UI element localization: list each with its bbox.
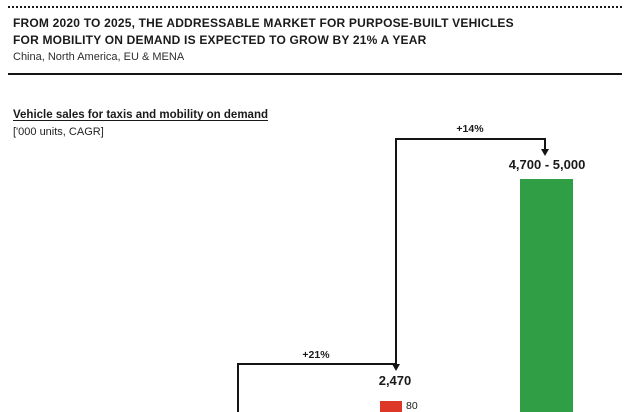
dotted-divider [8,6,622,8]
connector-line-14-horizontal [395,138,546,140]
connector-line-14-arrow-stem [544,138,546,150]
connector-line-21-horizontal [237,363,397,365]
chart-unit-label: ['000 units, CAGR] [13,126,104,138]
bar-green-forecast [520,179,573,412]
bar-value-4700-5000: 4,700 - 5,000 [508,157,586,172]
growth-label-21pct: +21% [302,349,330,361]
connector-line-14-left-leg [395,138,397,364]
slide-title-line1: FROM 2020 TO 2025, THE ADDRESSABLE MARKE… [13,16,514,30]
arrow-down-icon [392,364,400,371]
slide-subtitle: China, North America, EU & MENA [13,51,185,63]
bar-value-2470: 2,470 [378,373,412,388]
bar-segment-red [380,401,402,412]
header-divider [8,73,622,75]
slide-title-line2: FOR MOBILITY ON DEMAND IS EXPECTED TO GR… [13,33,427,47]
chart-title: Vehicle sales for taxis and mobility on … [13,109,268,121]
growth-label-14pct: +14% [456,123,484,135]
segment-label-80: 80 [406,400,418,412]
arrow-down-icon [541,149,549,156]
connector-line-21-left-leg [237,363,239,412]
